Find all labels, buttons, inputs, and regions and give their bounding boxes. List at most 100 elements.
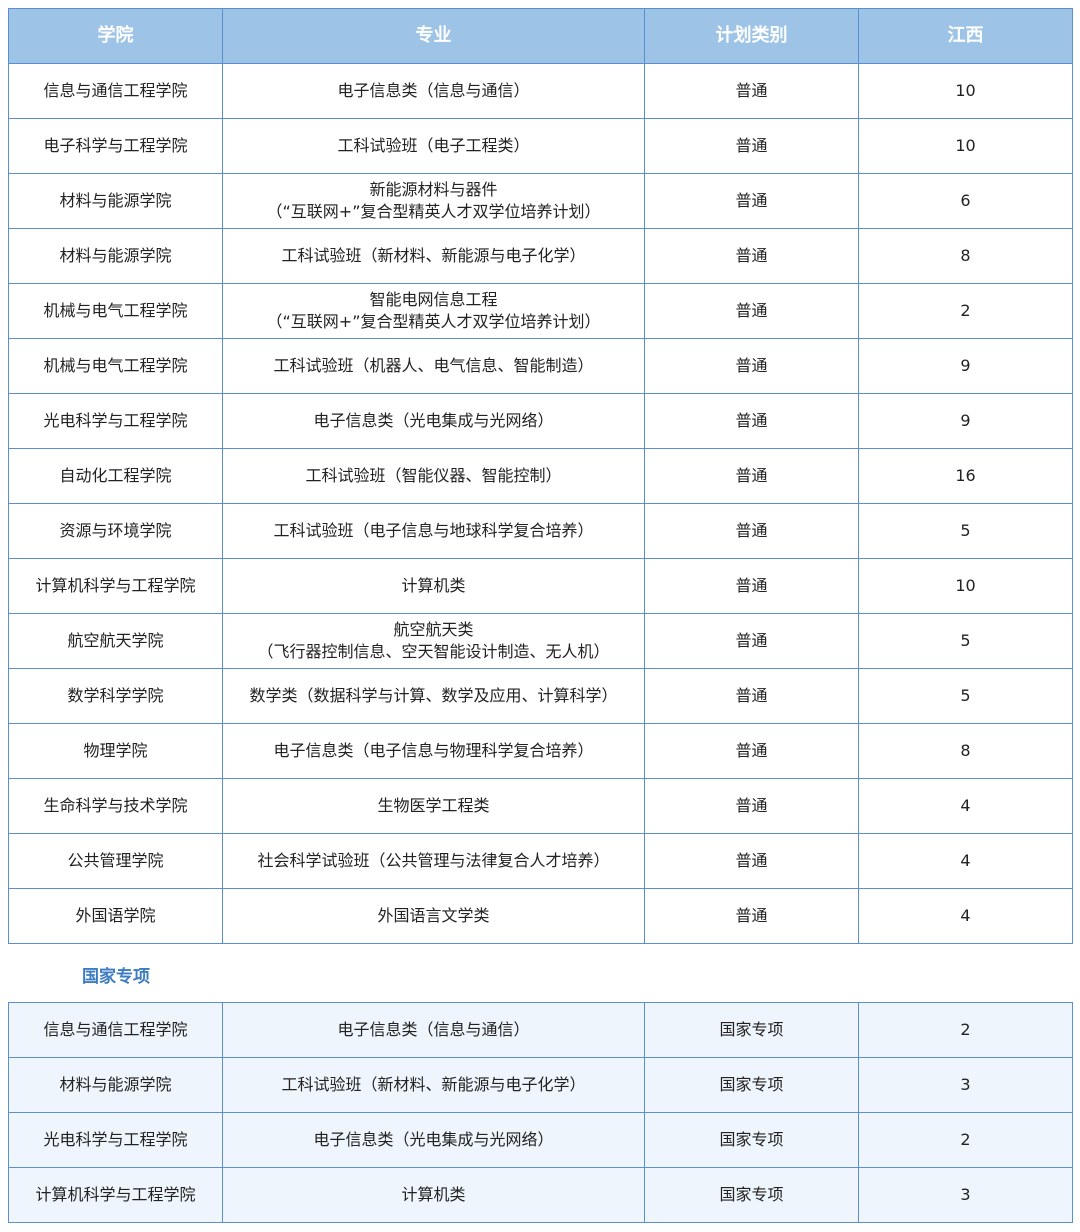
college-cell: 物理学院 [8,723,223,779]
table-row: 光电科学与工程学院 电子信息类（光电集成与光网络） 普通 9 [8,393,1073,449]
plan-type-cell: 普通 [644,338,859,394]
college-cell: 计算机科学与工程学院 [8,1167,223,1223]
quota-cell: 4 [858,833,1073,889]
table-row: 材料与能源学院 工科试验班（新材料、新能源与电子化学） 普通 8 [8,228,1073,284]
quota-cell: 16 [858,448,1073,504]
quota-cell: 4 [858,778,1073,834]
college-cell: 自动化工程学院 [8,448,223,504]
table-row: 公共管理学院 社会科学试验班（公共管理与法律复合人才培养） 普通 4 [8,833,1073,889]
table-row: 机械与电气工程学院 工科试验班（机器人、电气信息、智能制造） 普通 9 [8,338,1073,394]
table-row: 物理学院 电子信息类（电子信息与物理科学复合培养） 普通 8 [8,723,1073,779]
quota-cell: 8 [858,228,1073,284]
plan-type-cell: 普通 [644,63,859,119]
plan-type-cell: 普通 [644,723,859,779]
table-row: 生命科学与技术学院 生物医学工程类 普通 4 [8,778,1073,834]
college-cell: 外国语学院 [8,888,223,944]
quota-cell: 3 [858,1167,1073,1223]
table-row: 自动化工程学院 工科试验班（智能仪器、智能控制） 普通 16 [8,448,1073,504]
college-cell: 光电科学与工程学院 [8,393,223,449]
major-cell: 数学类（数据科学与计算、数学及应用、计算科学） [222,668,645,724]
major-cell: 计算机类 [222,558,645,614]
table-row: 电子科学与工程学院 工科试验班（电子工程类） 普通 10 [8,118,1073,174]
table-row: 信息与通信工程学院 电子信息类（信息与通信） 普通 10 [8,63,1073,119]
quota-cell: 5 [858,668,1073,724]
quota-cell: 4 [858,888,1073,944]
plan-type-cell: 普通 [644,558,859,614]
plan-type-cell: 普通 [644,118,859,174]
enrollment-table: 学院 专业 计划类别 江西 信息与通信工程学院 电子信息类（信息与通信） 普通 10 电… [8,8,1073,944]
plan-type-cell: 普通 [644,668,859,724]
major-cell: 电子信息类（信息与通信） [222,63,645,119]
table-row: 光电科学与工程学院 电子信息类（光电集成与光网络） 国家专项 2 [8,1112,1073,1168]
plan-type-cell: 普通 [644,393,859,449]
quota-cell: 5 [858,613,1073,669]
major-cell: 工科试验班（新材料、新能源与电子化学） [222,1057,645,1113]
college-cell: 生命科学与技术学院 [8,778,223,834]
quota-cell: 2 [858,1002,1073,1058]
major-cell: 智能电网信息工程 （“互联网+”复合型精英人才双学位培养计划） [222,283,645,339]
header-jiangxi: 江西 [858,8,1073,64]
major-cell: 计算机类 [222,1167,645,1223]
plan-type-cell: 国家专项 [644,1167,859,1223]
plan-type-cell: 普通 [644,833,859,889]
college-cell: 材料与能源学院 [8,173,223,229]
section-title: 国家专项 [82,967,150,987]
college-cell: 材料与能源学院 [8,1057,223,1113]
table-row: 材料与能源学院 工科试验班（新材料、新能源与电子化学） 国家专项 3 [8,1057,1073,1113]
table-row: 信息与通信工程学院 电子信息类（信息与通信） 国家专项 2 [8,1002,1073,1058]
table-row: 航空航天学院 航空航天类 （飞行器控制信息、空天智能设计制造、无人机） 普通 5 [8,613,1073,669]
plan-type-cell: 普通 [644,228,859,284]
college-cell: 资源与环境学院 [8,503,223,559]
table-row: 数学科学学院 数学类（数据科学与计算、数学及应用、计算科学） 普通 5 [8,668,1073,724]
major-cell: 航空航天类 （飞行器控制信息、空天智能设计制造、无人机） [222,613,645,669]
table-row: 材料与能源学院 新能源材料与器件 （“互联网+”复合型精英人才双学位培养计划） 普通… [8,173,1073,229]
major-cell: 工科试验班（电子工程类） [222,118,645,174]
plan-type-cell: 普通 [644,283,859,339]
plan-type-cell: 国家专项 [644,1057,859,1113]
quota-cell: 8 [858,723,1073,779]
plan-type-cell: 普通 [644,448,859,504]
quota-cell: 10 [858,63,1073,119]
header-row: 学院 专业 计划类别 江西 [8,8,1073,64]
college-cell: 机械与电气工程学院 [8,338,223,394]
quota-cell: 10 [858,558,1073,614]
major-cell: 电子信息类（电子信息与物理科学复合培养） [222,723,645,779]
header-college: 学院 [8,8,223,64]
plan-type-cell: 普通 [644,503,859,559]
major-cell: 外国语言文学类 [222,888,645,944]
college-cell: 信息与通信工程学院 [8,1002,223,1058]
quota-cell: 10 [858,118,1073,174]
major-cell: 电子信息类（光电集成与光网络） [222,1112,645,1168]
college-cell: 光电科学与工程学院 [8,1112,223,1168]
plan-type-cell: 普通 [644,173,859,229]
college-cell: 材料与能源学院 [8,228,223,284]
quota-cell: 9 [858,338,1073,394]
major-cell: 工科试验班（机器人、电气信息、智能制造） [222,338,645,394]
plan-type-cell: 国家专项 [644,1002,859,1058]
college-cell: 机械与电气工程学院 [8,283,223,339]
table-row: 机械与电气工程学院 智能电网信息工程 （“互联网+”复合型精英人才双学位培养计划）… [8,283,1073,339]
major-cell: 社会科学试验班（公共管理与法律复合人才培养） [222,833,645,889]
quota-cell: 9 [858,393,1073,449]
plan-type-cell: 国家专项 [644,1112,859,1168]
college-cell: 公共管理学院 [8,833,223,889]
plan-type-cell: 普通 [644,613,859,669]
major-cell: 电子信息类（光电集成与光网络） [222,393,645,449]
quota-cell: 2 [858,283,1073,339]
college-cell: 计算机科学与工程学院 [8,558,223,614]
plan-type-cell: 普通 [644,888,859,944]
major-cell: 工科试验班（智能仪器、智能控制） [222,448,645,504]
quota-cell: 5 [858,503,1073,559]
table-row: 外国语学院 外国语言文学类 普通 4 [8,888,1073,944]
table-row: 计算机科学与工程学院 计算机类 国家专项 3 [8,1167,1073,1223]
college-cell: 信息与通信工程学院 [8,63,223,119]
quota-cell: 3 [858,1057,1073,1113]
college-cell: 数学科学学院 [8,668,223,724]
table-row: 计算机科学与工程学院 计算机类 普通 10 [8,558,1073,614]
major-cell: 工科试验班（新材料、新能源与电子化学） [222,228,645,284]
quota-cell: 2 [858,1112,1073,1168]
college-cell: 电子科学与工程学院 [8,118,223,174]
quota-cell: 6 [858,173,1073,229]
plan-type-cell: 普通 [644,778,859,834]
header-plan-type: 计划类别 [644,8,859,64]
